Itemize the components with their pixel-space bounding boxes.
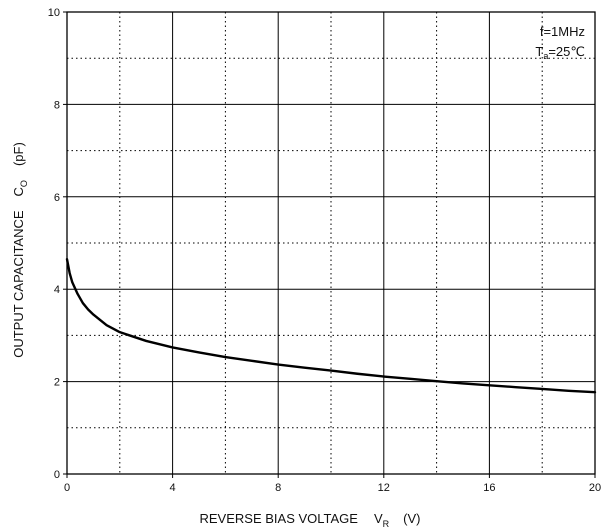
x-tick-label: 12	[378, 482, 390, 494]
temperature-value: =25℃	[548, 44, 585, 59]
x-axis-label-main: REVERSE BIAS VOLTAGE	[200, 511, 359, 526]
x-axis-label-symbol: V	[374, 511, 383, 526]
x-axis-label-unit: (V)	[403, 511, 420, 526]
grid-layer	[67, 12, 595, 474]
y-axis-label-unit: (pF)	[11, 142, 26, 166]
x-tick-label: 8	[275, 482, 281, 494]
y-axis-label-symbol: C	[11, 187, 26, 196]
y-tick-label: 10	[48, 7, 60, 19]
frequency-annotation: f=1MHz	[540, 24, 585, 39]
y-tick-label: 8	[54, 99, 60, 111]
temperature-annotation: Ta=25℃	[535, 44, 585, 61]
temperature-subscript: a	[543, 51, 548, 61]
x-tick-label: 20	[589, 482, 601, 494]
temperature-symbol: T	[535, 44, 543, 59]
capacitance-curve	[65, 257, 597, 394]
y-axis-label: OUTPUT CAPACITANCE CO (pF)	[11, 142, 29, 358]
data-layer	[65, 257, 597, 394]
y-tick-label: 4	[54, 284, 60, 296]
y-tick-label: 2	[54, 377, 60, 389]
axis-layer: 0 4 8 12 16 20 0 2 4 6 8 10	[48, 7, 601, 494]
x-tick-label: 4	[170, 482, 176, 494]
y-tick-label: 6	[54, 192, 60, 204]
x-axis-label: REVERSE BIAS VOLTAGE VR (V)	[200, 511, 421, 529]
y-tick-label: 0	[54, 469, 60, 481]
x-axis-label-subscript: R	[383, 519, 390, 529]
plot-frame	[66, 11, 596, 475]
y-axis-label-subscript: O	[19, 180, 29, 187]
x-tick-label: 16	[483, 482, 495, 494]
y-axis-label-main: OUTPUT CAPACITANCE	[11, 210, 26, 358]
x-tick-label: 0	[64, 482, 70, 494]
